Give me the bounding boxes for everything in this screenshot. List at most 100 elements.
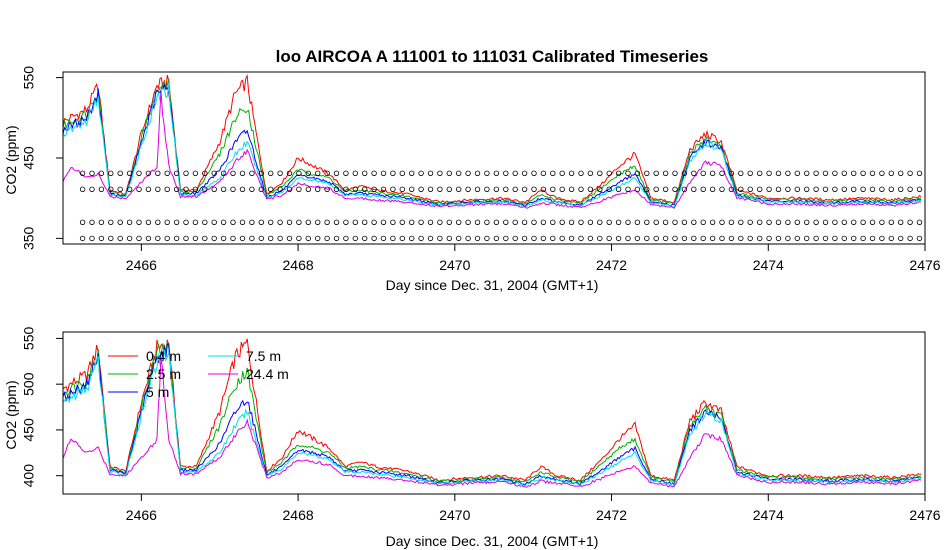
calibration-marker bbox=[813, 186, 819, 192]
calibration-marker bbox=[747, 186, 753, 192]
series-line-bottom-24-4-m bbox=[62, 356, 922, 488]
calibration-marker bbox=[691, 235, 697, 242]
calibration-marker bbox=[700, 186, 706, 192]
y-tick-label: 350 bbox=[21, 226, 37, 250]
calibration-marker bbox=[709, 186, 716, 192]
y-tick-label: 400 bbox=[21, 464, 37, 488]
calibration-marker bbox=[258, 186, 264, 192]
calibration-marker bbox=[822, 219, 829, 225]
calibration-marker bbox=[155, 235, 161, 242]
calibration-marker bbox=[841, 170, 847, 176]
calibration-marker bbox=[860, 235, 866, 242]
calibration-marker bbox=[117, 235, 123, 242]
calibration-marker bbox=[399, 170, 405, 176]
x-tick-label: 2468 bbox=[283, 507, 314, 523]
calibration-marker bbox=[108, 170, 114, 176]
calibration-marker bbox=[851, 170, 857, 176]
calibration-marker bbox=[775, 186, 782, 192]
x-tick-label: 2474 bbox=[753, 257, 784, 273]
series-group-bottom bbox=[62, 338, 922, 488]
calibration-marker bbox=[296, 170, 302, 176]
calibration-marker bbox=[286, 186, 293, 192]
calibration-marker bbox=[155, 219, 161, 225]
legend-label: 2.5 m bbox=[146, 366, 181, 382]
calibration-marker bbox=[352, 219, 358, 225]
calibration-marker bbox=[98, 186, 105, 192]
calibration-marker bbox=[145, 186, 152, 192]
calibration-marker bbox=[258, 219, 264, 225]
calibration-marker bbox=[804, 235, 810, 242]
calibration-marker bbox=[286, 219, 293, 225]
calibration-marker bbox=[305, 219, 311, 225]
x-axis-label-top: Day since Dec. 31, 2004 (GMT+1) bbox=[386, 277, 599, 293]
calibration-marker bbox=[757, 186, 763, 192]
calibration-marker bbox=[258, 170, 264, 176]
calibration-marker bbox=[916, 235, 923, 242]
calibration-marker bbox=[700, 170, 706, 176]
calibration-marker bbox=[324, 186, 330, 192]
calibration-marker bbox=[879, 235, 885, 242]
calibration-marker bbox=[898, 235, 904, 242]
calibration-marker bbox=[211, 186, 217, 192]
calibration-marker bbox=[898, 170, 904, 176]
calibration-marker bbox=[540, 235, 547, 242]
calibration-marker bbox=[700, 219, 706, 225]
calibration-marker bbox=[757, 235, 763, 242]
calibration-marker bbox=[568, 170, 575, 176]
y-tick-label: 550 bbox=[21, 327, 37, 351]
calibration-marker bbox=[173, 170, 180, 176]
series-line-bottom-2-5-m bbox=[62, 341, 922, 484]
calibration-marker bbox=[333, 235, 340, 242]
calibration-marker bbox=[427, 219, 434, 225]
calibration-marker bbox=[474, 219, 481, 225]
calibration-marker bbox=[813, 235, 819, 242]
calibration-marker bbox=[869, 186, 876, 192]
calibration-marker bbox=[126, 170, 133, 176]
calibration-marker bbox=[832, 219, 838, 225]
calibration-marker bbox=[239, 170, 246, 176]
calibration-marker bbox=[794, 186, 800, 192]
calibration-marker bbox=[390, 219, 396, 225]
calibration-marker bbox=[672, 235, 678, 242]
calibration-marker bbox=[653, 186, 659, 192]
calibration-marker bbox=[738, 186, 744, 192]
calibration-marker bbox=[380, 186, 387, 192]
calibration-marker bbox=[456, 219, 462, 225]
calibration-marker bbox=[183, 170, 189, 176]
calibration-marker bbox=[691, 219, 697, 225]
calibration-marker bbox=[399, 219, 405, 225]
calibration-marker bbox=[512, 170, 518, 176]
series-line-top-2 bbox=[62, 83, 922, 207]
calibration-marker bbox=[672, 186, 678, 192]
calibration-marker bbox=[851, 235, 857, 242]
series-line-top-0 bbox=[62, 74, 922, 204]
calibration-marker bbox=[437, 219, 443, 225]
calibration-marker bbox=[587, 170, 594, 176]
calibration-marker bbox=[371, 219, 377, 225]
calibration-marker bbox=[559, 186, 565, 192]
panel-bottom: 2466 2468 2470 2472 2474 2476 400 450 500 550 Da… bbox=[3, 327, 941, 549]
calibration-marker bbox=[540, 219, 547, 225]
calibration-marker bbox=[305, 170, 311, 176]
calibration-marker bbox=[183, 235, 189, 242]
calibration-marker bbox=[634, 170, 641, 176]
series-line-top-4 bbox=[62, 90, 922, 209]
calibration-marker bbox=[89, 219, 95, 225]
calibration-marker bbox=[371, 235, 377, 242]
calibration-marker bbox=[79, 170, 86, 176]
calibration-marker bbox=[719, 170, 725, 176]
calibration-marker bbox=[145, 219, 152, 225]
calibration-marker bbox=[738, 170, 744, 176]
calibration-marker bbox=[625, 219, 631, 225]
calibration-marker bbox=[841, 219, 847, 225]
calibration-marker bbox=[484, 235, 490, 242]
calibration-marker bbox=[738, 235, 744, 242]
x-tick-label: 2476 bbox=[909, 507, 940, 523]
calibration-marker bbox=[503, 235, 509, 242]
calibration-marker bbox=[568, 219, 575, 225]
calibration-marker bbox=[578, 219, 584, 225]
calibration-marker bbox=[418, 219, 424, 225]
calibration-marker bbox=[578, 235, 584, 242]
y-axis-label-top: CO2 (ppm) bbox=[3, 125, 19, 194]
calibration-marker bbox=[484, 186, 490, 192]
